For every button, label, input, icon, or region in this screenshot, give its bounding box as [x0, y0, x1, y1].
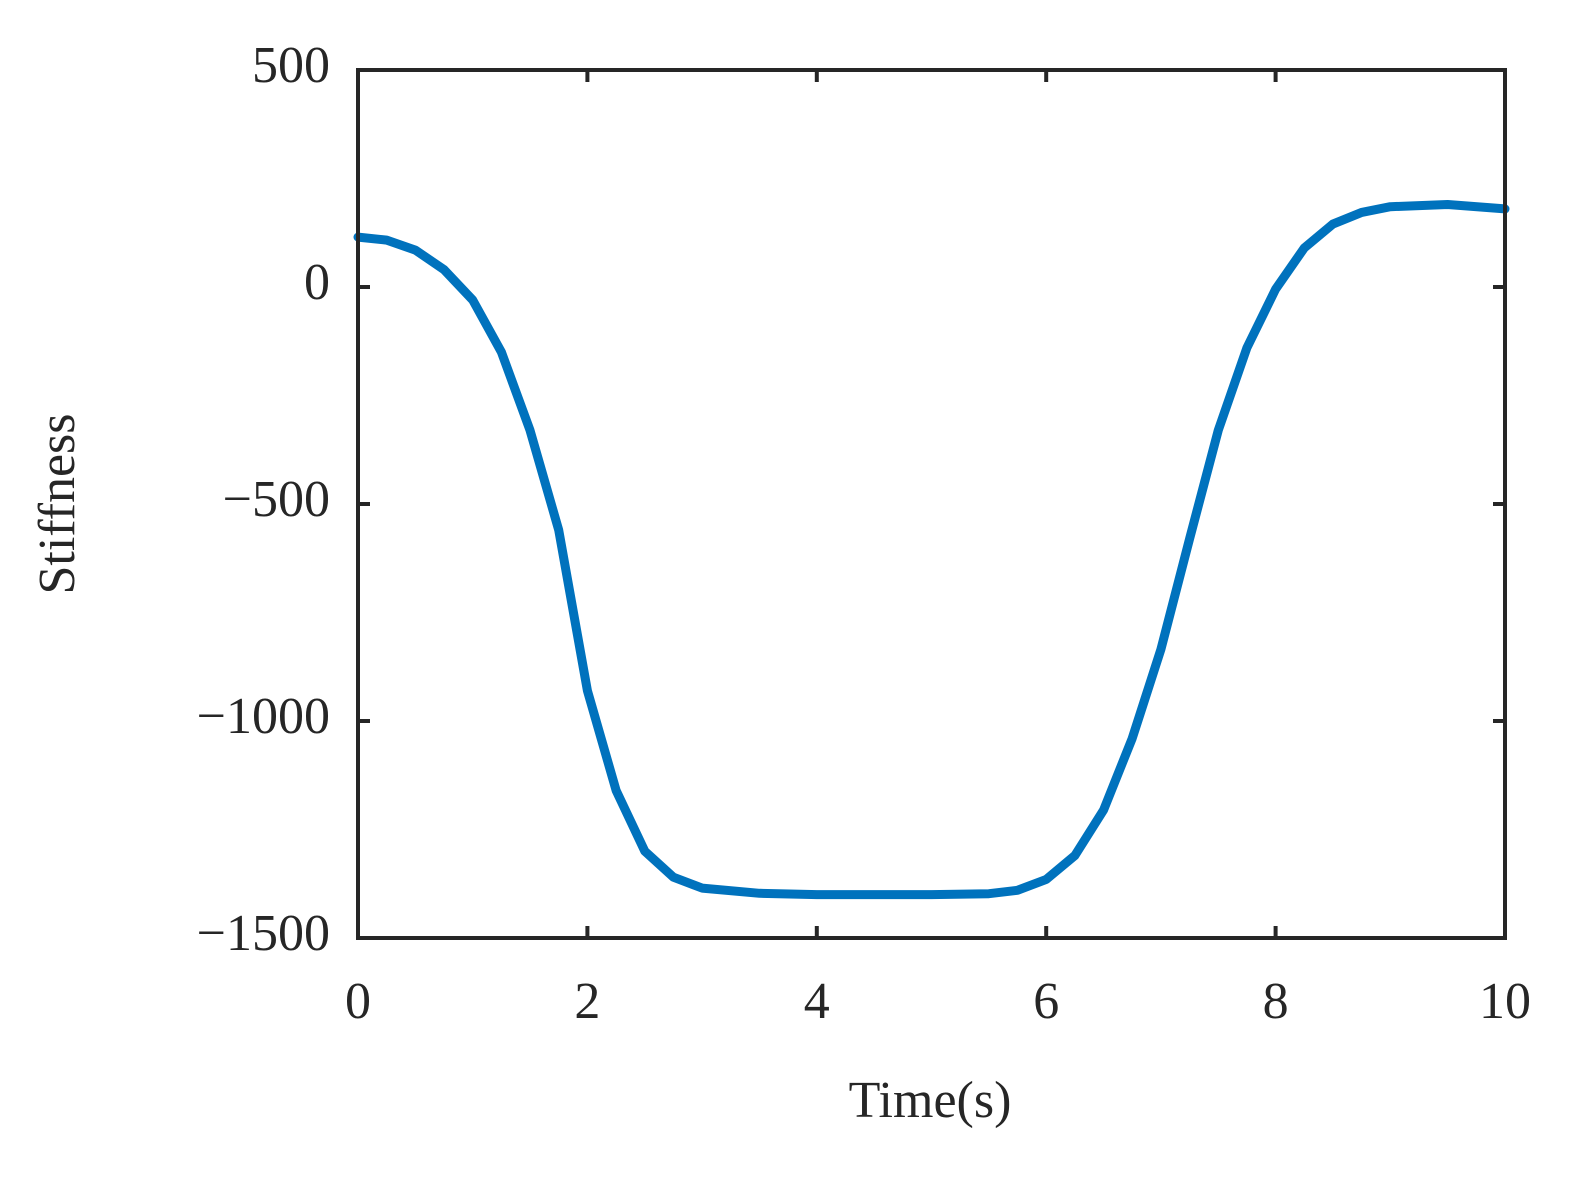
x-tick-label: 10	[1479, 973, 1531, 1030]
x-axis-label: Time(s)	[849, 1072, 1012, 1129]
x-tick-label: 2	[574, 973, 600, 1030]
y-axis-label: Stiffness	[29, 413, 86, 594]
data-line	[353, 200, 1510, 900]
y-tick-label: −500	[223, 471, 330, 528]
y-tick-label: 500	[252, 37, 330, 94]
plot-frame	[356, 68, 1507, 940]
y-tick-label: −1500	[197, 905, 330, 962]
y-tick-label: −1000	[197, 688, 330, 745]
x-tick-label: 4	[804, 973, 830, 1030]
x-tick-label: 8	[1263, 973, 1289, 1030]
x-tick-label: 0	[345, 973, 371, 1030]
x-tick-label: 6	[1033, 973, 1059, 1030]
y-tick-label: 0	[304, 254, 330, 311]
